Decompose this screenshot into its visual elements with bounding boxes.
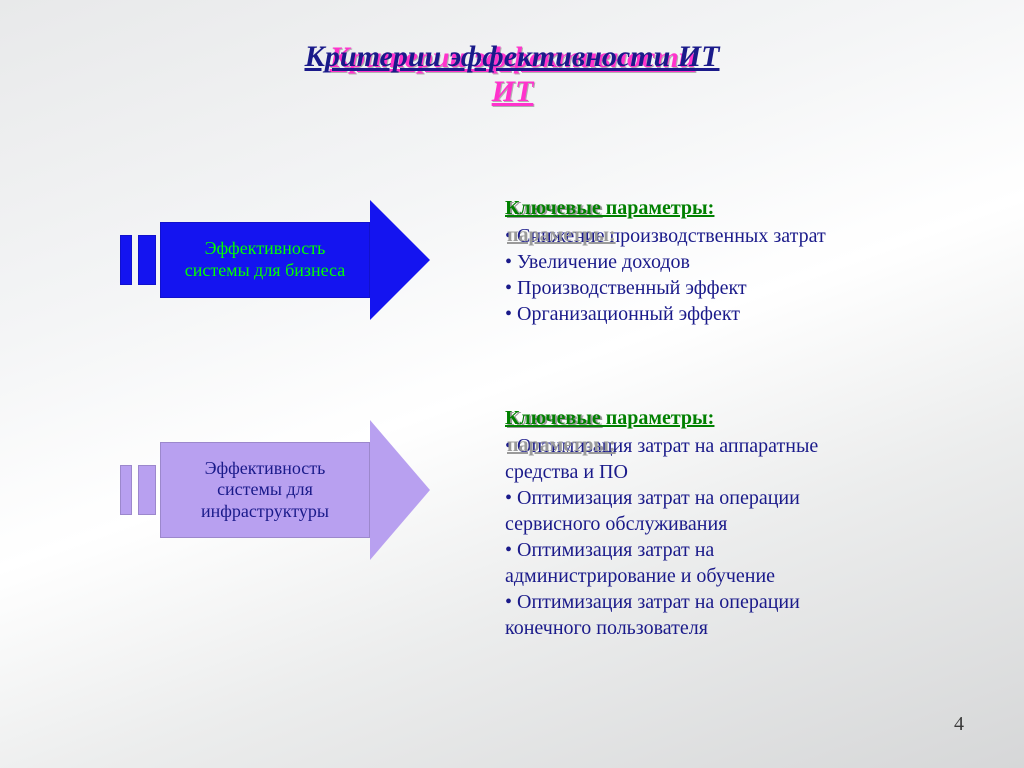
prebar-large <box>138 235 156 285</box>
params-business: Ключевые параметры: Ключевые параметры: … <box>505 195 885 327</box>
arrow-business-prebars <box>120 235 162 285</box>
arrow-business-body: Эффективность системы для бизнеса <box>160 222 370 298</box>
arrow-business-head <box>370 200 430 320</box>
params-infra: Ключевые параметры: Ключевые параметры: … <box>505 405 885 641</box>
title-main: Критерии эффективности ИТ <box>305 40 720 73</box>
prebar-small <box>120 235 132 285</box>
slide: Критерии эффективности ИТ Критерии эффек… <box>0 0 1024 768</box>
prebar-small <box>120 465 132 515</box>
params-business-heading: Ключевые параметры: Ключевые параметры: <box>505 195 714 221</box>
params-infra-heading: Ключевые параметры: Ключевые параметры: <box>505 405 714 431</box>
arrow-business-label-2: системы для бизнеса <box>185 260 346 280</box>
arrow-infra-label-2: системы для <box>217 479 313 499</box>
arrow-infra-head <box>370 420 430 560</box>
arrow-business-label-1: Эффективность <box>205 238 326 258</box>
heading-main: Ключевые параметры: <box>505 197 714 219</box>
heading-main: Ключевые параметры: <box>505 407 714 429</box>
list-item: Увеличение доходов <box>505 249 885 275</box>
list-item: Оптимизация затрат на администрирование … <box>505 537 885 589</box>
arrow-infra-body: Эффективность системы для инфраструктуры <box>160 442 370 538</box>
list-item: Производственный эффект <box>505 275 885 301</box>
prebar-large <box>138 465 156 515</box>
slide-title: Критерии эффективности ИТ Критерии эффек… <box>305 40 720 74</box>
arrow-infra-label-1: Эффективность <box>205 458 326 478</box>
title-container: Критерии эффективности ИТ Критерии эффек… <box>0 40 1024 74</box>
list-item: Оптимизация затрат на операции конечного… <box>505 589 885 641</box>
params-infra-list: Оптимизация затрат на аппаратные средств… <box>505 433 885 641</box>
arrow-infra-label: Эффективность системы для инфраструктуры <box>201 458 329 523</box>
list-item: Оптимизация затрат на операции сервисног… <box>505 485 885 537</box>
arrow-infra-prebars <box>120 465 162 515</box>
arrow-infra-label-3: инфраструктуры <box>201 501 329 521</box>
list-item: Организационный эффект <box>505 301 885 327</box>
arrow-business-label: Эффективность системы для бизнеса <box>185 238 346 281</box>
page-number: 4 <box>954 713 964 736</box>
